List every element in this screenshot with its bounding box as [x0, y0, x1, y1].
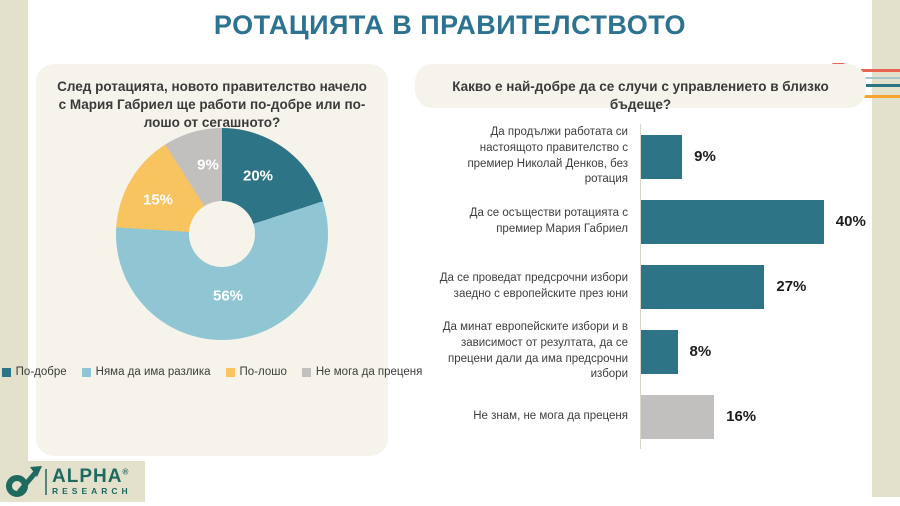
bar-category-label: Не знам, не мога да преценя: [473, 409, 628, 422]
bar-value-label: 9%: [694, 148, 716, 165]
bar-value-label: 40%: [835, 213, 866, 230]
bar-row: Не знам, не мога да преценя 16%: [431, 384, 856, 449]
bar-row: Да минат европейските избори и в зависим…: [431, 319, 856, 384]
legend-swatch: [225, 367, 235, 377]
bar-area: 16%: [640, 384, 856, 449]
bar-category-label: Да продължи работата си настоящото прави…: [467, 126, 628, 186]
logo-text: ALPHA® RESEARCH: [52, 467, 132, 496]
legend-swatch: [1, 367, 11, 377]
bar-value-label: 8%: [689, 343, 712, 360]
pie-legend: По-добре Няма да има разлика По-лошо Не мог…: [1, 366, 422, 378]
legend-item: Не мога да преценя: [301, 366, 423, 378]
bar-chart-question: Какво е най-добре да се случи с управлен…: [452, 79, 829, 113]
legend-label: Не мога да преценя: [315, 366, 423, 378]
legend-item: По-добре: [1, 366, 67, 378]
logo-brand: ALPHA®: [52, 466, 130, 488]
bar-category-label: Да се проведат предсрочни избори заедно …: [439, 271, 628, 300]
bar: [641, 394, 715, 439]
pie-slice-label: 56%: [212, 287, 244, 305]
legend-swatch: [81, 367, 91, 377]
pie-slice-label: 20%: [242, 167, 274, 185]
bar-area: 8%: [640, 319, 856, 384]
pie-slice-label: 15%: [142, 191, 174, 209]
legend-label: По-добре: [15, 366, 67, 378]
legend-item: По-лошо: [225, 366, 287, 378]
bar-row: Да продължи работата си настоящото прави…: [431, 124, 856, 189]
decor-red-line: [842, 69, 900, 72]
bar: [641, 134, 683, 179]
bar-value-label: 27%: [776, 278, 807, 295]
left-edge-strip: [0, 0, 28, 497]
page-title: РОТАЦИЯТА В ПРАВИТЕЛСТВОТО: [213, 10, 687, 40]
alpha-logo-icon: [6, 465, 42, 497]
legend-item: Няма да има разлика: [81, 366, 211, 378]
right-edge-strip: [872, 0, 900, 497]
pie-chart-panel: След ротацията, новото правителство наче…: [1, 64, 422, 456]
bar-row: Да се проведат предсрочни избори заедно …: [431, 254, 856, 319]
logo-subbrand: RESEARCH: [52, 486, 132, 497]
bar-category-label: Да минат европейските избори и в зависим…: [442, 321, 628, 381]
decor-orange-line: [859, 95, 900, 98]
decor-teal-line: [853, 84, 900, 87]
logo-divider: [45, 468, 47, 495]
bar-area: 40%: [640, 189, 866, 254]
bar-category-label: Да се осъществи ротацията с премиер Мари…: [469, 206, 628, 235]
legend-swatch: [301, 367, 311, 377]
alpha-research-logo: ALPHA® RESEARCH: [0, 461, 145, 502]
donut-hole: [189, 201, 255, 267]
bar: [641, 199, 824, 244]
decor-lightblue-line: [848, 77, 900, 79]
pie-slice-label: 9%: [197, 156, 219, 174]
bar: [641, 264, 765, 309]
legend-label: По-лошо: [239, 366, 287, 378]
pie-chart-question: След ротацията, новото правителство наче…: [57, 79, 367, 131]
bar-chart-rows: Да продължи работата си настоящото прави…: [431, 124, 866, 449]
legend-label: Няма да има разлика: [95, 366, 211, 378]
bar-value-label: 16%: [726, 408, 757, 425]
bar-area: 27%: [640, 254, 856, 319]
registered-mark: ®: [122, 467, 130, 477]
bar: [641, 329, 678, 374]
bar-chart-panel: Какво е най-добре да се случи с управлен…: [415, 64, 866, 449]
donut-chart: 20% 56% 15% 9%: [116, 128, 328, 340]
bar-area: 9%: [640, 124, 856, 189]
bar-row: Да се осъществи ротацията с премиер Мари…: [431, 189, 866, 254]
